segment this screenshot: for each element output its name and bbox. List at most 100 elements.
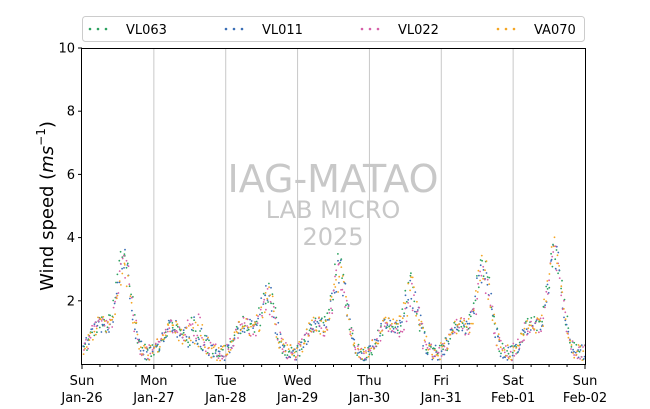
data-point (411, 276, 414, 279)
data-point (549, 262, 552, 265)
data-point (220, 354, 223, 357)
data-point (231, 347, 233, 350)
data-point (482, 265, 485, 268)
data-point (182, 334, 185, 336)
data-point (413, 286, 415, 289)
data-point (377, 342, 380, 345)
data-point (480, 274, 483, 277)
legend-label: VL063 (126, 23, 167, 38)
data-point (454, 326, 456, 329)
data-point (446, 347, 449, 350)
data-point (149, 352, 152, 355)
data-point (479, 279, 481, 282)
data-point (226, 353, 229, 356)
data-point (503, 351, 506, 354)
data-point (341, 277, 343, 279)
x-tick-day: Fri (434, 374, 450, 389)
data-point (395, 322, 398, 325)
data-point (271, 293, 274, 296)
data-point (445, 338, 448, 340)
data-point (470, 322, 472, 325)
data-point (362, 359, 365, 362)
data-point (87, 334, 90, 336)
data-point (498, 340, 501, 342)
data-point (577, 344, 580, 346)
data-point (486, 278, 489, 281)
data-point (227, 344, 230, 347)
data-point (138, 338, 141, 341)
data-point (468, 326, 471, 329)
data-point (88, 339, 91, 341)
data-point (409, 279, 412, 282)
data-point (460, 325, 463, 328)
data-point (426, 351, 429, 354)
data-point (156, 351, 159, 353)
data-point (138, 348, 141, 350)
data-point (428, 342, 431, 345)
data-point (297, 342, 300, 345)
data-point (485, 272, 488, 274)
data-point (419, 324, 421, 327)
data-point (432, 357, 435, 360)
legend: VL063 VL011 VL022 VA070 (82, 16, 585, 42)
data-point (204, 350, 207, 353)
data-point (82, 345, 85, 347)
data-point (139, 346, 142, 349)
data-point (335, 290, 338, 293)
data-point (350, 328, 353, 330)
data-point (567, 336, 570, 339)
data-point (105, 331, 108, 333)
data-point (501, 349, 504, 352)
data-point (272, 316, 275, 319)
data-point (320, 320, 323, 322)
data-point (246, 325, 249, 327)
data-point (171, 331, 174, 334)
data-point (284, 350, 287, 353)
legend-marker (224, 27, 228, 31)
data-point (292, 350, 294, 352)
data-point (538, 331, 540, 334)
data-point (219, 359, 222, 362)
data-point (188, 344, 191, 347)
data-point (84, 347, 86, 350)
data-point (252, 333, 255, 336)
data-point (526, 320, 528, 322)
data-point (352, 329, 354, 332)
data-point (539, 319, 541, 322)
data-point (100, 331, 103, 333)
data-point (341, 275, 344, 277)
data-point (507, 346, 510, 349)
data-point (286, 357, 289, 360)
data-point (107, 321, 109, 323)
data-point (151, 349, 154, 351)
data-point (351, 332, 354, 335)
data-point (95, 325, 98, 328)
data-point (95, 333, 97, 336)
data-point (473, 312, 475, 315)
data-point (258, 329, 261, 332)
data-point (147, 357, 149, 360)
data-point (447, 340, 450, 343)
data-point (187, 341, 190, 344)
data-point (181, 342, 184, 345)
data-point (293, 354, 295, 357)
data-point (398, 335, 401, 338)
data-point (354, 346, 356, 349)
data-point (507, 357, 510, 360)
data-point (326, 319, 329, 321)
data-point (375, 341, 377, 344)
data-point (383, 325, 386, 328)
data-point (184, 339, 186, 342)
data-point (298, 341, 301, 343)
data-point (500, 352, 502, 355)
data-point (487, 298, 490, 300)
data-point (178, 326, 181, 329)
data-point (497, 335, 499, 338)
data-point (142, 349, 145, 352)
data-point (463, 319, 466, 322)
data-point (166, 335, 169, 337)
data-point (127, 265, 130, 268)
data-point (394, 331, 396, 334)
data-point (176, 336, 179, 338)
data-point (287, 348, 290, 350)
